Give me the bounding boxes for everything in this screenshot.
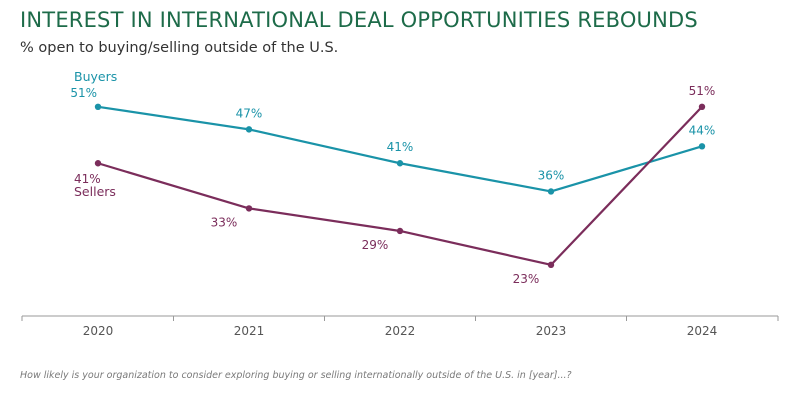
- x-tick-label: 2024: [687, 324, 718, 338]
- buyers-series-name: Buyers: [74, 69, 117, 84]
- buyers-data-point: [547, 188, 555, 195]
- sellers-value-label: 51%: [689, 84, 716, 98]
- survey-question-footnote: How likely is your organization to consi…: [20, 370, 572, 381]
- sellers-value-label: 33%: [211, 215, 238, 229]
- sellers-series-line: [97, 106, 703, 266]
- x-tick-label: 2023: [536, 324, 567, 338]
- buyers-value-label: 41%: [387, 140, 414, 154]
- sellers-data-point: [396, 227, 404, 235]
- sellers-series-name: Sellers: [74, 184, 116, 199]
- buyers-data-point: [396, 160, 404, 167]
- buyers-value-label: 36%: [538, 168, 565, 182]
- sellers-data-point: [698, 103, 706, 111]
- x-tick-label: 2022: [385, 324, 416, 338]
- buyers-value-label: 44%: [689, 123, 716, 137]
- buyers-data-point: [94, 103, 102, 111]
- x-tick-label: 2020: [83, 324, 114, 338]
- x-tick-label: 2021: [234, 324, 265, 338]
- sellers-value-label: 41%: [74, 172, 101, 186]
- buyers-value-label: 47%: [236, 106, 263, 120]
- sellers-data-point: [245, 205, 253, 212]
- buyers-value-label: 51%: [70, 86, 97, 100]
- sellers-value-label: 23%: [513, 272, 540, 286]
- sellers-value-label: 29%: [362, 238, 389, 252]
- buyers-data-point: [698, 143, 706, 150]
- chart-title: INTEREST IN INTERNATIONAL DEAL OPPORTUNI…: [20, 8, 698, 32]
- sellers-data-point: [547, 261, 555, 269]
- sellers-data-point: [94, 160, 102, 167]
- buyers-data-point: [245, 126, 253, 133]
- chart-subtitle: % open to buying/selling outside of the …: [20, 40, 339, 56]
